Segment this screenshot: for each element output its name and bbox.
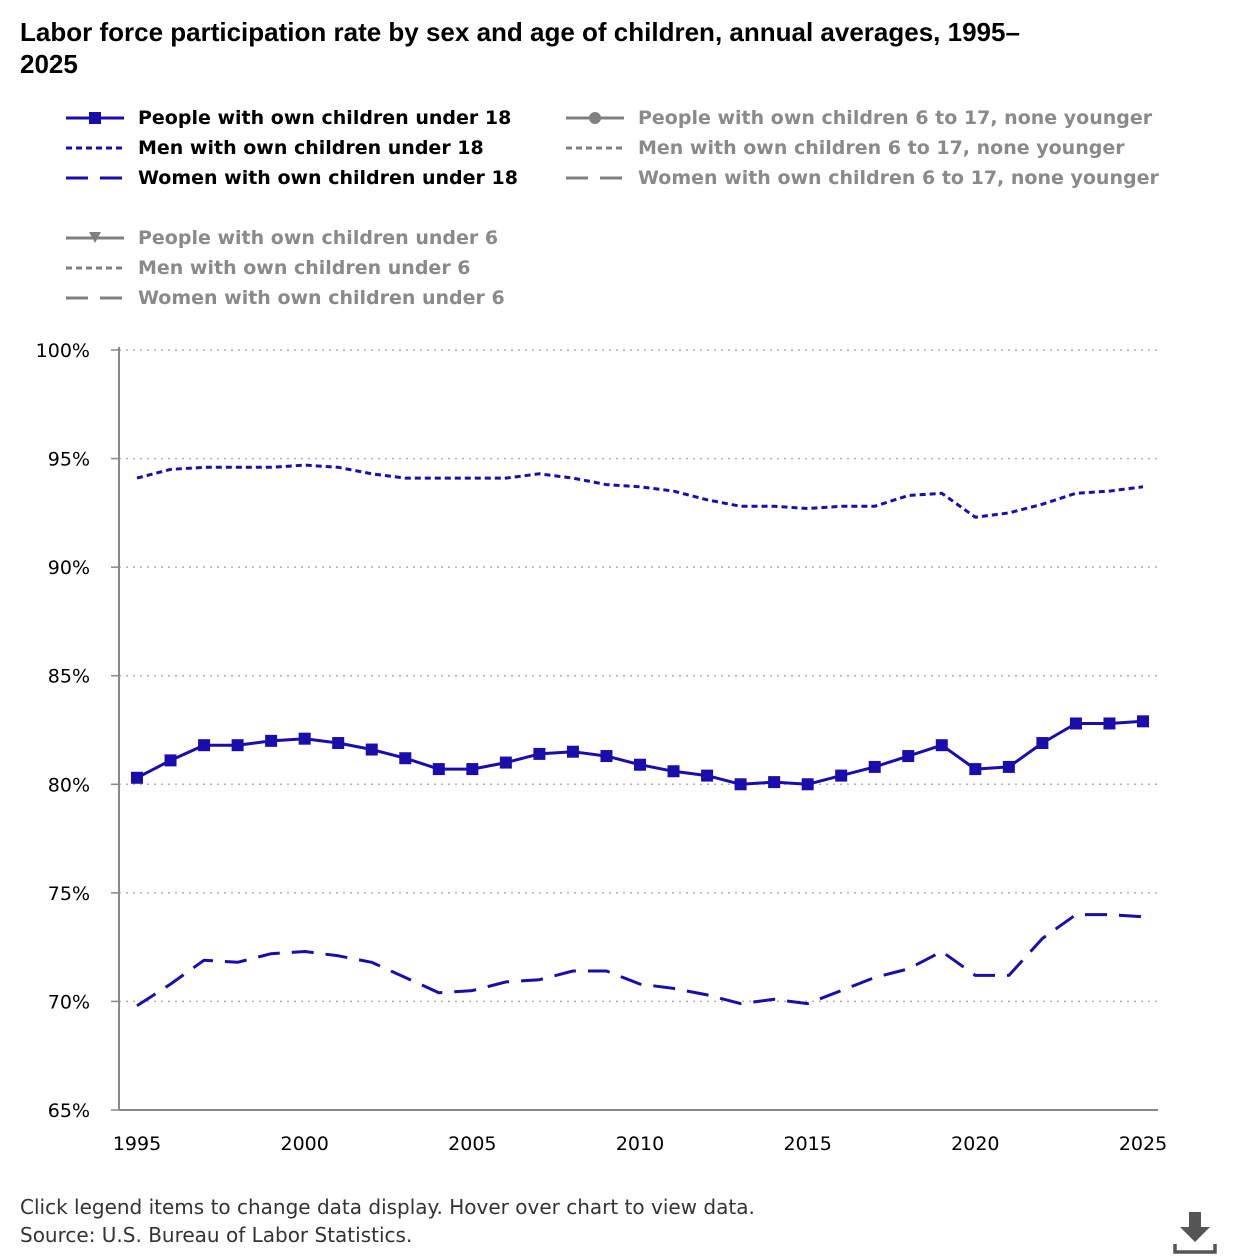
data-point-marker[interactable] — [734, 778, 747, 791]
series-line[interactable] — [136, 913, 1144, 1008]
legend-label: Women with own children under 6 — [138, 287, 505, 309]
data-point-marker[interactable] — [1002, 760, 1015, 773]
legend-symbol-dashed — [66, 296, 124, 300]
y-tick-label: 75% — [48, 883, 90, 905]
legend-item-people-6-to-17[interactable]: People with own children 6 to 17, none y… — [564, 105, 1152, 131]
legend-item-women-6-to-17[interactable]: Women with own children 6 to 17, none yo… — [564, 165, 1159, 191]
legend-item-men-under-18[interactable]: Men with own children under 18 — [64, 135, 484, 161]
data-point-marker[interactable] — [533, 747, 546, 760]
x-tick-label: 2025 — [1119, 1133, 1167, 1155]
data-point-marker[interactable] — [902, 750, 915, 763]
data-point-marker[interactable] — [164, 754, 177, 767]
y-axis-tick-labels: 65% 70% 75% 80% 85% 90% 95% 100% — [36, 340, 119, 1122]
data-point-marker[interactable] — [768, 776, 781, 789]
data-point-marker[interactable] — [1103, 717, 1116, 730]
data-point-marker[interactable] — [499, 756, 512, 769]
x-tick-label: 2020 — [951, 1133, 999, 1155]
y-tick-label: 85% — [48, 666, 90, 688]
legend-item-women-under-6[interactable]: Women with own children under 6 — [64, 285, 505, 311]
legend-label: Men with own children under 6 — [138, 257, 471, 279]
legend-label: Men with own children under 18 — [138, 137, 484, 159]
download-icon[interactable] — [1172, 1210, 1218, 1256]
legend-item-women-under-18[interactable]: Women with own children under 18 — [64, 165, 518, 191]
legend-item-men-6-to-17[interactable]: Men with own children 6 to 17, none youn… — [564, 135, 1125, 161]
y-tick-label: 70% — [48, 991, 90, 1013]
data-point-marker[interactable] — [131, 771, 143, 784]
data-point-marker[interactable] — [432, 763, 445, 776]
y-tick-label: 65% — [48, 1100, 90, 1122]
y-tick-label: 90% — [48, 557, 90, 579]
legend-symbol-solid-square — [66, 112, 124, 124]
data-point-marker[interactable] — [801, 778, 814, 791]
data-point-marker[interactable] — [600, 750, 613, 763]
x-tick-label: 1995 — [113, 1133, 161, 1155]
series-line[interactable] — [136, 719, 1144, 786]
data-point-marker[interactable] — [566, 745, 579, 758]
data-point-marker[interactable] — [1137, 715, 1149, 728]
data-point-marker[interactable] — [265, 734, 278, 747]
data-point-marker[interactable] — [365, 743, 378, 756]
gridlines — [119, 349, 1158, 1003]
data-point-marker[interactable] — [466, 763, 479, 776]
legend-label: Women with own children 6 to 17, none yo… — [638, 167, 1159, 189]
data-point-marker[interactable] — [935, 739, 948, 752]
data-point-marker[interactable] — [231, 739, 244, 752]
series-lines — [131, 463, 1149, 1008]
axes — [118, 347, 1158, 1111]
series-line[interactable] — [136, 463, 1144, 519]
legend-item-men-under-6[interactable]: Men with own children under 6 — [64, 255, 471, 281]
legend-label: Women with own children under 18 — [138, 167, 518, 189]
legend-symbol-dotted — [566, 146, 624, 150]
data-point-marker[interactable] — [634, 758, 646, 771]
legend-symbol-dashed — [566, 176, 624, 180]
legend-symbol-dotted — [66, 266, 124, 270]
legend-symbol-dashed — [66, 176, 124, 180]
data-point-marker[interactable] — [198, 739, 211, 752]
x-axis-tick-labels: 1995 2000 2005 2010 2015 2020 2025 — [113, 1133, 1167, 1155]
footer-note: Click legend items to change data displa… — [20, 1195, 755, 1219]
data-point-marker[interactable] — [332, 737, 345, 750]
footer: Click legend items to change data displa… — [20, 1193, 755, 1249]
data-point-marker[interactable] — [701, 769, 714, 782]
data-point-marker[interactable] — [298, 732, 311, 745]
y-tick-label: 95% — [48, 449, 90, 471]
x-tick-label: 2000 — [280, 1133, 328, 1155]
legend-symbol-dotted — [66, 146, 124, 150]
x-tick-label: 2005 — [448, 1133, 496, 1155]
legend-label: Men with own children 6 to 17, none youn… — [638, 137, 1125, 159]
legend-label: People with own children under 6 — [138, 227, 499, 249]
legend-symbol-solid-triangle — [66, 232, 124, 243]
legend-item-people-under-6[interactable]: People with own children under 6 — [64, 225, 498, 251]
legend-label: People with own children under 18 — [138, 107, 512, 129]
data-point-marker[interactable] — [969, 763, 982, 776]
x-tick-label: 2010 — [616, 1133, 664, 1155]
data-point-marker[interactable] — [868, 760, 881, 773]
data-point-marker[interactable] — [1069, 717, 1082, 730]
data-point-marker[interactable] — [667, 765, 680, 778]
data-point-marker[interactable] — [1036, 737, 1049, 750]
data-point-marker[interactable] — [399, 752, 412, 765]
legend-item-people-under-18[interactable]: People with own children under 18 — [64, 105, 511, 131]
footer-source: Source: U.S. Bureau of Labor Statistics. — [20, 1223, 413, 1247]
x-tick-label: 2015 — [783, 1133, 831, 1155]
legend-symbol-solid-circle — [566, 112, 624, 124]
legend-label: People with own children 6 to 17, none y… — [638, 107, 1153, 129]
y-tick-label: 100% — [36, 340, 90, 362]
data-point-marker[interactable] — [835, 769, 848, 782]
chart-title: Labor force participation rate by sex an… — [20, 17, 1020, 79]
y-tick-label: 80% — [48, 774, 90, 796]
line-chart[interactable]: 65% 70% 75% 80% 85% 90% 95% 100% 1995 2000 2005 20… — [0, 330, 1240, 1180]
